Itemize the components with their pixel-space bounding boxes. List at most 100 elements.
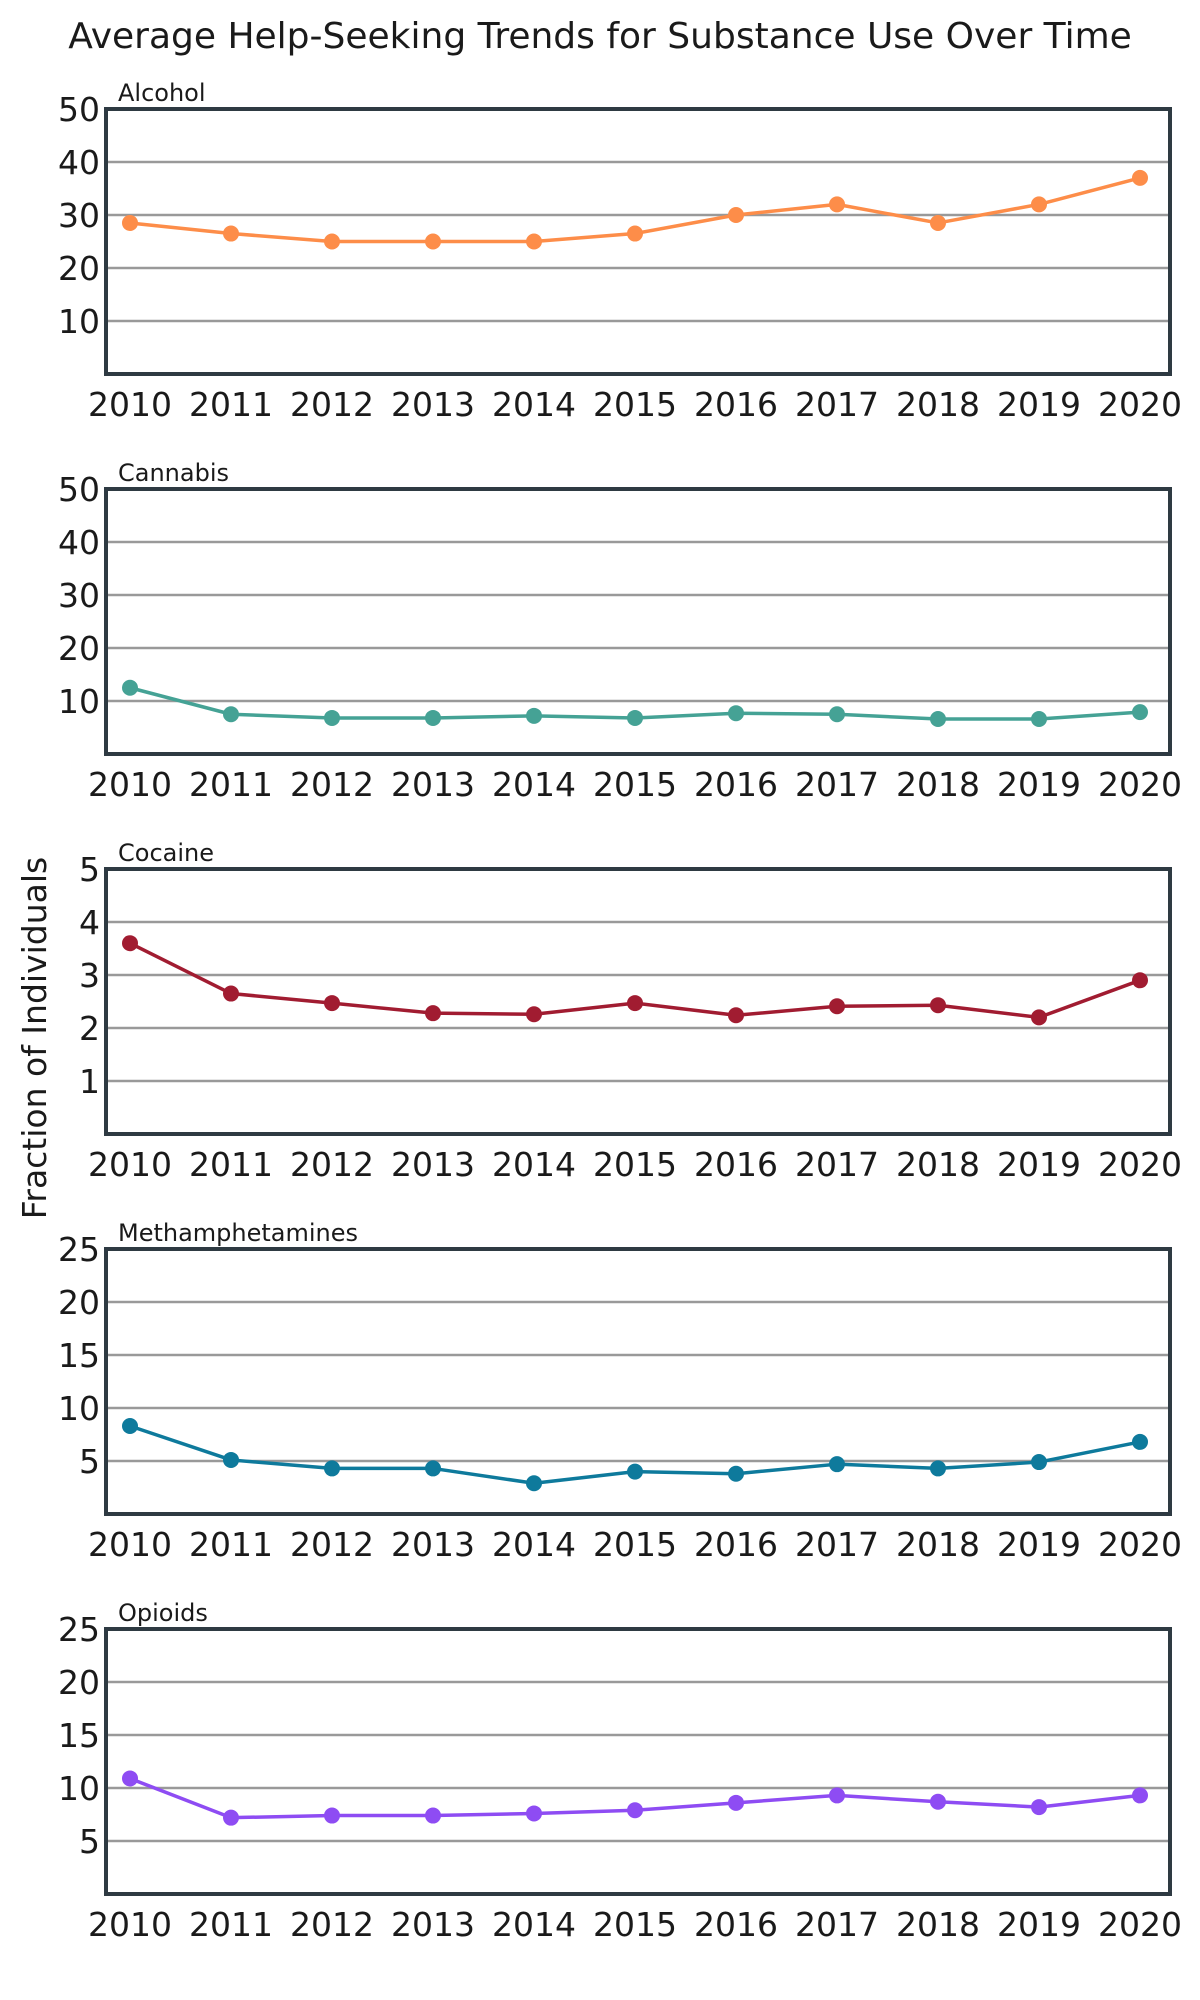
x-tick-label: 2012	[290, 1525, 374, 1564]
x-tick-label: 2013	[391, 1525, 475, 1564]
x-tick-label: 2017	[795, 765, 879, 804]
data-point-opioids	[930, 1793, 946, 1810]
data-point-alcohol	[1132, 169, 1148, 186]
data-point-cocaine	[1031, 1009, 1047, 1026]
data-point-cannabis	[930, 711, 946, 728]
data-point-methamphetamines	[1031, 1454, 1047, 1471]
y-tick-label: 30	[58, 196, 100, 235]
y-tick-label: 2	[79, 1009, 100, 1048]
x-tick-label: 2011	[189, 385, 273, 424]
data-point-cannabis	[223, 706, 239, 723]
y-tick-label: 50	[58, 470, 100, 509]
panel-alcohol: Alcohol 10 20 30 40 50 2010 2011 2012 2013 2014 201…	[58, 79, 1182, 424]
y-tick-label: 20	[58, 249, 100, 288]
x-tick-label: 2016	[694, 1905, 778, 1944]
data-point-methamphetamines	[526, 1475, 542, 1492]
y-tick-label: 5	[79, 1822, 100, 1861]
data-point-cannabis	[122, 679, 138, 696]
panel-methamphetamines: Methamphetamines 5 10 15 20 25 2010 2011 2012 201…	[58, 1219, 1182, 1564]
data-point-cannabis	[425, 709, 441, 726]
data-point-cannabis	[829, 706, 845, 723]
x-tick-label: 2011	[189, 765, 273, 804]
x-tick-label: 2016	[694, 1145, 778, 1184]
x-tick-label: 2020	[1098, 385, 1182, 424]
x-tick-label: 2019	[997, 1525, 1081, 1564]
x-tick-label: 2020	[1098, 1145, 1182, 1184]
x-tick-label: 2013	[391, 1905, 475, 1944]
panel-title: Alcohol	[118, 79, 206, 107]
data-point-alcohol	[627, 225, 643, 242]
x-tick-label: 2019	[997, 765, 1081, 804]
x-tick-label: 2014	[492, 1525, 576, 1564]
x-tick-label: 2010	[88, 385, 172, 424]
panel-cocaine: Cocaine 1 2 3 4 5 2010 2011 2012 2013 2014 2015 2016…	[79, 839, 1182, 1184]
data-point-cannabis	[1031, 711, 1047, 728]
data-point-cocaine	[829, 998, 845, 1015]
x-tick-label: 2011	[189, 1905, 273, 1944]
data-point-opioids	[223, 1809, 239, 1826]
y-tick-label: 10	[58, 682, 100, 721]
x-tick-label: 2015	[593, 1525, 677, 1564]
x-tick-label: 2016	[694, 765, 778, 804]
panel-title: Cannabis	[118, 459, 229, 487]
x-tick-label: 2018	[896, 765, 980, 804]
y-tick-label: 50	[58, 90, 100, 129]
x-tick-label: 2015	[593, 1905, 677, 1944]
x-tick-label: 2016	[694, 385, 778, 424]
data-point-methamphetamines	[930, 1460, 946, 1477]
y-tick-label: 15	[58, 1716, 100, 1755]
data-point-cocaine	[930, 997, 946, 1014]
y-tick-label: 25	[58, 1610, 100, 1649]
x-tick-label: 2012	[290, 765, 374, 804]
x-tick-label: 2011	[189, 1525, 273, 1564]
y-tick-label: 25	[58, 1230, 100, 1269]
data-point-opioids	[526, 1805, 542, 1822]
data-point-cocaine	[425, 1005, 441, 1022]
x-tick-label: 2013	[391, 1145, 475, 1184]
x-tick-label: 2016	[694, 1525, 778, 1564]
x-tick-label: 2015	[593, 385, 677, 424]
x-tick-label: 2017	[795, 1145, 879, 1184]
data-point-methamphetamines	[829, 1456, 845, 1473]
panel-cannabis: Cannabis 10 20 30 40 50 2010 2011 2012 2013 2014 20…	[58, 459, 1182, 804]
y-tick-label: 20	[58, 1663, 100, 1702]
plot-frame	[104, 1247, 1172, 1516]
y-tick-label: 5	[79, 850, 100, 889]
y-tick-label: 40	[58, 523, 100, 562]
data-point-alcohol	[829, 196, 845, 213]
x-tick-label: 2012	[290, 1905, 374, 1944]
x-tick-label: 2019	[997, 1145, 1081, 1184]
data-point-alcohol	[122, 214, 138, 231]
data-point-opioids	[829, 1787, 845, 1804]
y-tick-label: 10	[58, 1769, 100, 1808]
data-point-opioids	[728, 1794, 744, 1811]
y-tick-label: 40	[58, 143, 100, 182]
x-tick-label: 2018	[896, 1525, 980, 1564]
data-point-opioids	[425, 1807, 441, 1824]
data-point-cannabis	[627, 709, 643, 726]
x-tick-label: 2010	[88, 1145, 172, 1184]
data-point-cocaine	[223, 985, 239, 1002]
y-tick-label: 30	[58, 576, 100, 615]
data-point-methamphetamines	[122, 1418, 138, 1435]
y-tick-label: 15	[58, 1336, 100, 1375]
data-point-opioids	[122, 1770, 138, 1787]
data-point-alcohol	[324, 233, 340, 250]
data-point-methamphetamines	[324, 1460, 340, 1477]
data-point-opioids	[1132, 1787, 1148, 1804]
x-tick-label: 2013	[391, 765, 475, 804]
x-tick-label: 2011	[189, 1145, 273, 1184]
y-tick-label: 3	[79, 956, 100, 995]
x-tick-label: 2018	[896, 1905, 980, 1944]
data-point-methamphetamines	[1132, 1433, 1148, 1450]
data-point-alcohol	[223, 225, 239, 242]
figure-title: Average Help-Seeking Trends for Substanc…	[68, 16, 1132, 57]
x-tick-label: 2014	[492, 1145, 576, 1184]
plot-frame	[104, 487, 1172, 756]
y-tick-label: 10	[58, 1389, 100, 1428]
data-point-cocaine	[122, 935, 138, 952]
x-tick-label: 2017	[795, 385, 879, 424]
x-tick-label: 2013	[391, 385, 475, 424]
